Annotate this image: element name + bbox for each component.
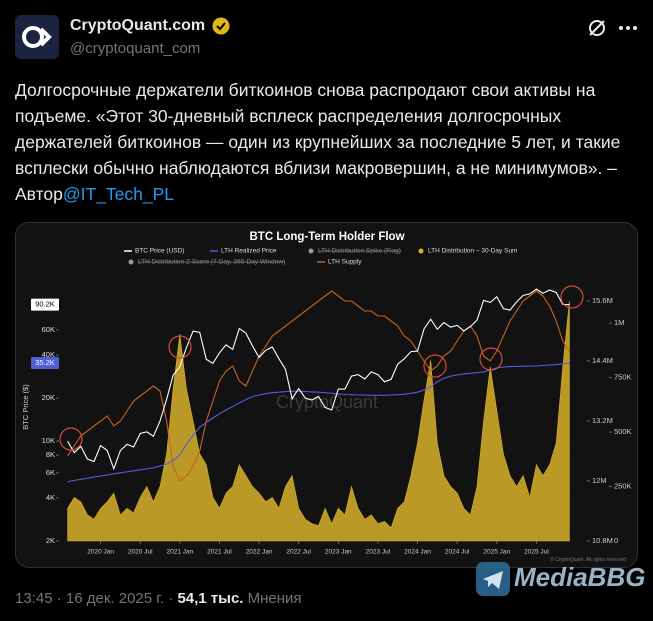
date[interactable]: 16 дек. 2025 г. <box>65 590 165 607</box>
legend-label: BTC Price (USD) <box>135 248 184 255</box>
tick-label: 1M <box>614 318 624 327</box>
tick-label: 15.6M <box>592 296 613 305</box>
x-tick-label: 2021 Jan <box>166 549 193 556</box>
legend-label: LTH Distribution – 30-Day Sum <box>428 248 517 255</box>
chart-title: BTC Long-Term Holder Flow <box>249 231 404 243</box>
author-handle[interactable]: @cryptoquant_com <box>70 40 201 57</box>
legend-swatch <box>128 259 134 265</box>
highlight-circle <box>59 427 83 451</box>
x-tick-label: 2025 Jan <box>483 549 510 556</box>
views-label: Мнения <box>247 590 302 607</box>
y-axis-label: BTC Price ($) <box>21 384 30 430</box>
tick-label: 40K <box>42 350 55 359</box>
tick-label: 13.2M <box>592 416 613 425</box>
legend-label: LTH Distribution Spike (Flag) <box>318 248 401 255</box>
author-name[interactable]: CryptoQuant.com <box>70 17 206 34</box>
sep: · <box>168 590 174 607</box>
area <box>67 301 570 542</box>
telegram-icon <box>476 562 510 596</box>
x-tick-label: 2022 Jul <box>286 549 311 556</box>
site-watermark: MediaBBG <box>514 562 646 592</box>
chart-watermark: CryptoQuant <box>276 392 378 412</box>
x-tick-label: 2023 Jan <box>325 549 352 556</box>
chart-image[interactable]: BTC Long-Term Holder Flow CryptoQuant © … <box>15 222 638 568</box>
last-value-box <box>31 356 59 369</box>
tweet-body: Долгосрочные держатели биткоинов снова р… <box>15 80 621 204</box>
line <box>67 290 570 482</box>
x-tick-label: 2025 Jul <box>524 549 549 556</box>
tick-label: 6K <box>46 468 55 477</box>
tick-label: 8K <box>46 450 55 459</box>
legend-swatch <box>418 248 424 254</box>
line <box>67 362 570 483</box>
tick-label: 4K <box>46 493 55 502</box>
highlight-circle <box>560 285 584 309</box>
x-tick-label: 2020 Jan <box>87 549 114 556</box>
x-tick-label: 2022 Jan <box>246 549 273 556</box>
x-tick-label: 2024 Jul <box>445 549 470 556</box>
grok-icon[interactable] <box>587 18 607 38</box>
tick-label: 10K <box>42 436 55 445</box>
tick-label: 750K <box>614 373 632 382</box>
highlight-circle <box>168 335 192 359</box>
tick-label: 0 <box>614 536 618 545</box>
last-value-label: 35.2K <box>35 358 55 367</box>
tick-label: 14.4M <box>592 356 613 365</box>
time[interactable]: 13:45 <box>15 590 53 607</box>
x-tick-label: 2021 Jul <box>207 549 232 556</box>
tick-label: 10.8M <box>592 536 613 545</box>
avatar[interactable] <box>15 15 59 59</box>
tick-label: 60K <box>42 325 55 334</box>
legend-label: LTH Distribution Z-Score (7-Day, 365-Day… <box>138 259 285 266</box>
tick-label: 2K <box>46 536 55 545</box>
mention-link[interactable]: @IT_Tech_PL <box>62 184 175 204</box>
chart: BTC Long-Term Holder Flow CryptoQuant © … <box>16 223 637 567</box>
more-icon[interactable] <box>618 18 638 38</box>
last-value-label: 90.2K <box>35 300 55 309</box>
tick-label: 12M <box>592 476 607 485</box>
line <box>67 288 570 471</box>
views-count: 54,1 тыс. <box>177 590 244 607</box>
tick-label: 20K <box>42 393 55 402</box>
annotation-circles <box>59 285 584 451</box>
verified-badge <box>212 17 230 35</box>
x-tick-label: 2020 Jul <box>128 549 153 556</box>
tick-label: 250K <box>614 482 632 491</box>
x-tick-label: 2024 Jan <box>404 549 431 556</box>
legend-swatch <box>308 248 314 254</box>
highlight-circle <box>479 347 503 371</box>
last-value-box <box>31 298 59 311</box>
x-tick-label: 2023 Jul <box>366 549 391 556</box>
tweet-footer: 13:45 · 16 дек. 2025 г. · 54,1 тыс. Мнен… <box>15 590 302 607</box>
legend-label: LTH Realized Price <box>221 248 277 255</box>
tweet-text: Долгосрочные держатели биткоинов снова р… <box>15 77 640 207</box>
sep: · <box>56 590 62 607</box>
tick-label: 500K <box>614 427 632 436</box>
highlight-circle <box>423 354 447 378</box>
legend-label: LTH Supply <box>328 259 362 266</box>
copyright: © CryptoQuant. All rights reserved <box>550 556 626 563</box>
